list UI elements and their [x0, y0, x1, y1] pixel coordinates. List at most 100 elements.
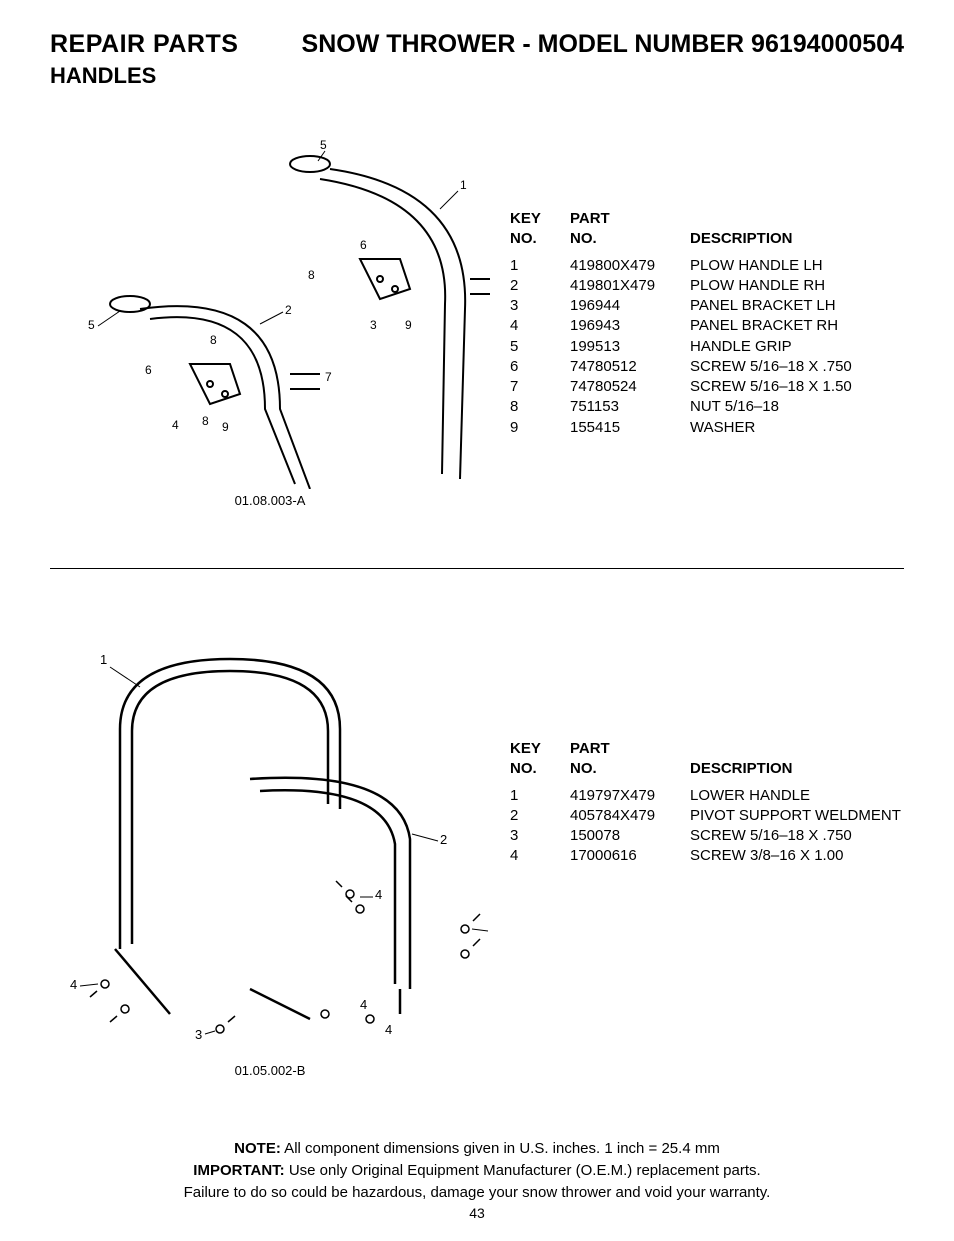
cell-key: 3: [510, 296, 570, 316]
cell-desc: PLOW HANDLE LH: [690, 256, 852, 276]
col-desc-header-2: DESCRIPTION: [690, 739, 901, 780]
cell-part: 419800X479: [570, 256, 690, 276]
part-line1: PART: [570, 209, 690, 229]
cell-desc: SCREW 3/8–16 X 1.00: [690, 846, 901, 866]
table-row: 2419801X479PLOW HANDLE RH: [510, 276, 852, 296]
page-container: REPAIR PARTS SNOW THROWER - MODEL NUMBER…: [0, 0, 954, 1241]
cell-key: 9: [510, 418, 570, 438]
svg-text:1: 1: [100, 652, 107, 667]
table-row: 1419797X479LOWER HANDLE: [510, 786, 901, 806]
key-line2: NO.: [510, 229, 570, 249]
warranty-line: Failure to do so could be hazardous, dam…: [50, 1182, 904, 1204]
svg-text:6: 6: [145, 363, 152, 377]
svg-text:2: 2: [285, 303, 292, 317]
cell-part: 74780512: [570, 357, 690, 377]
table-row: 674780512SCREW 5/16–18 X .750: [510, 357, 852, 377]
cell-key: 6: [510, 357, 570, 377]
desc-head-b: DESCRIPTION: [690, 759, 901, 779]
table-row: 5199513HANDLE GRIP: [510, 337, 852, 357]
cell-key: 8: [510, 397, 570, 417]
cell-key: 4: [510, 846, 570, 866]
note-text: All component dimensions given in U.S. i…: [281, 1140, 720, 1157]
svg-text:8: 8: [202, 414, 209, 428]
svg-text:9: 9: [222, 420, 229, 434]
svg-text:4: 4: [385, 1022, 392, 1037]
key-line1b: KEY: [510, 739, 570, 759]
cell-key: 1: [510, 786, 570, 806]
diagram-lower-label: 01.05.002-B: [235, 1063, 306, 1078]
cell-part: 419797X479: [570, 786, 690, 806]
cell-desc: SCREW 5/16–18 X .750: [690, 357, 852, 377]
table-row: 417000616SCREW 3/8–16 X 1.00: [510, 846, 901, 866]
model-number: 96194000504: [751, 30, 904, 58]
cell-part: 419801X479: [570, 276, 690, 296]
part-line2: NO.: [570, 229, 690, 249]
col-part-header-2: PART NO.: [570, 739, 690, 780]
diagram-upper-label: 01.08.003-A: [235, 493, 306, 508]
svg-text:6: 6: [360, 238, 367, 252]
cell-desc: SCREW 5/16–18 X 1.50: [690, 377, 852, 397]
table-row: 4196943PANEL BRACKET RH: [510, 316, 852, 336]
diagram-lower-svg: 1 2 4 3 4 3 4 4: [50, 619, 490, 1059]
part-line2b: NO.: [570, 759, 690, 779]
table-row: 2405784X479PIVOT SUPPORT WELDMENT: [510, 806, 901, 826]
col-part-header: PART NO.: [570, 209, 690, 250]
svg-text:5: 5: [320, 138, 327, 152]
cell-key: 2: [510, 276, 570, 296]
cell-desc: PIVOT SUPPORT WELDMENT: [690, 806, 901, 826]
cell-part: 17000616: [570, 846, 690, 866]
cell-part: 155415: [570, 418, 690, 438]
cell-part: 196944: [570, 296, 690, 316]
cell-part: 74780524: [570, 377, 690, 397]
svg-text:8: 8: [308, 268, 315, 282]
svg-text:2: 2: [440, 832, 447, 847]
important-text: Use only Original Equipment Manufacturer…: [285, 1162, 761, 1179]
cell-desc: PLOW HANDLE RH: [690, 276, 852, 296]
svg-text:8: 8: [210, 333, 217, 347]
col-key-header: KEY NO.: [510, 209, 570, 250]
key-line2b: NO.: [510, 759, 570, 779]
parts-table-upper: KEY NO. PART NO. DESCRIPTION 1419800X479…: [510, 209, 852, 438]
part-line1b: PART: [570, 739, 690, 759]
important-line: IMPORTANT: Use only Original Equipment M…: [50, 1160, 904, 1182]
table-row: 8751153NUT 5/16–18: [510, 397, 852, 417]
col-desc-header: DESCRIPTION: [690, 209, 852, 250]
cell-part: 199513: [570, 337, 690, 357]
important-label: IMPORTANT:: [193, 1162, 284, 1179]
cell-key: 2: [510, 806, 570, 826]
svg-text:4: 4: [360, 997, 367, 1012]
cell-desc: PANEL BRACKET LH: [690, 296, 852, 316]
header-left: REPAIR PARTS: [50, 30, 238, 59]
page-number: 43: [50, 1205, 904, 1221]
cell-desc: NUT 5/16–18: [690, 397, 852, 417]
header-right-prefix: SNOW THROWER - MODEL NUMBER: [302, 30, 752, 58]
cell-part: 405784X479: [570, 806, 690, 826]
cell-desc: PANEL BRACKET RH: [690, 316, 852, 336]
cell-part: 196943: [570, 316, 690, 336]
parts-header-lower: KEY NO. PART NO. DESCRIPTION: [510, 739, 901, 780]
header-row: REPAIR PARTS SNOW THROWER - MODEL NUMBER…: [50, 30, 904, 59]
svg-text:3: 3: [370, 318, 377, 332]
svg-text:7: 7: [325, 370, 332, 384]
col-key-header-2: KEY NO.: [510, 739, 570, 780]
cell-desc: HANDLE GRIP: [690, 337, 852, 357]
table-row: 3196944PANEL BRACKET LH: [510, 296, 852, 316]
diagram-lower: 1 2 4 3 4 3 4 4 01.05.002-B: [50, 619, 490, 1078]
svg-text:4: 4: [70, 977, 77, 992]
svg-text:4: 4: [172, 418, 179, 432]
parts-table-lower: KEY NO. PART NO. DESCRIPTION 1419797X479…: [510, 739, 901, 867]
section-upper-handles: 5 1 6 8 7 39 5 2 8 6 8 49 7 01.08.003-A: [50, 129, 904, 508]
cell-key: 3: [510, 826, 570, 846]
section-divider: [50, 568, 904, 569]
cell-desc: LOWER HANDLE: [690, 786, 901, 806]
note-line: NOTE: All component dimensions given in …: [50, 1138, 904, 1160]
note-label: NOTE:: [234, 1140, 281, 1157]
parts-header-upper: KEY NO. PART NO. DESCRIPTION: [510, 209, 852, 250]
table-row: 774780524SCREW 5/16–18 X 1.50: [510, 377, 852, 397]
svg-text:9: 9: [405, 318, 412, 332]
desc-head: DESCRIPTION: [690, 229, 852, 249]
cell-desc: WASHER: [690, 418, 852, 438]
svg-text:3: 3: [195, 1027, 202, 1042]
cell-key: 1: [510, 256, 570, 276]
parts-rows-upper: 1419800X479PLOW HANDLE LH2419801X479PLOW…: [510, 256, 852, 438]
